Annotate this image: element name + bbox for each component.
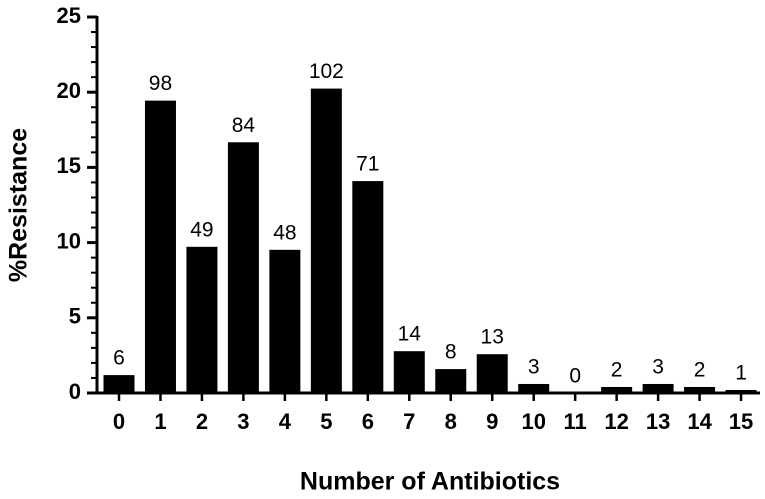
bar — [144, 100, 176, 393]
y-tick-label: 20 — [57, 78, 81, 103]
bar — [725, 389, 757, 393]
y-axis-title: %Resistance — [5, 128, 33, 282]
x-tick-label: 7 — [403, 409, 415, 434]
data-label: 8 — [445, 341, 457, 364]
bar — [642, 383, 674, 393]
bar — [186, 246, 218, 393]
x-tick-label: 12 — [604, 409, 628, 434]
bar — [601, 386, 633, 393]
data-label: 84 — [232, 114, 256, 137]
y-tick-label: 25 — [57, 3, 81, 28]
data-label: 2 — [694, 359, 706, 382]
x-tick-label: 13 — [646, 409, 670, 434]
bar — [476, 354, 508, 393]
bar — [435, 369, 467, 393]
x-tick-label: 11 — [564, 409, 587, 434]
bar — [352, 181, 384, 393]
y-tick-label: 10 — [57, 228, 81, 253]
data-label: 6 — [113, 347, 125, 370]
data-label: 3 — [652, 356, 664, 379]
y-tick-label: 15 — [57, 153, 81, 178]
x-tick-label: 2 — [196, 409, 208, 434]
bar — [518, 383, 550, 393]
x-tick-label: 1 — [154, 409, 166, 434]
x-axis-title: Number of Antibiotics — [300, 468, 560, 496]
x-tick-label: 3 — [237, 409, 249, 434]
data-label: 0 — [569, 365, 581, 388]
bar — [393, 351, 425, 393]
bar — [227, 142, 259, 393]
data-label: 98 — [149, 72, 172, 95]
data-label: 71 — [356, 153, 379, 176]
x-tick-label: 4 — [279, 409, 292, 434]
x-tick-label: 15 — [729, 409, 753, 434]
data-label: 49 — [190, 218, 213, 241]
bar — [103, 375, 135, 393]
data-label: 2 — [611, 359, 623, 382]
data-label: 1 — [735, 362, 747, 385]
data-label: 13 — [481, 326, 504, 349]
data-label: 102 — [309, 60, 344, 83]
x-tick-label: 14 — [687, 409, 712, 434]
y-tick-label: 5 — [69, 304, 81, 329]
bar — [310, 88, 342, 394]
bar — [684, 386, 716, 393]
data-label: 48 — [273, 221, 296, 244]
x-tick-label: 9 — [486, 409, 498, 434]
bar — [269, 249, 301, 393]
x-tick-label: 5 — [320, 409, 332, 434]
data-label: 14 — [398, 323, 422, 346]
x-tick-label: 8 — [445, 409, 457, 434]
x-tick-label: 10 — [521, 409, 545, 434]
x-tick-label: 6 — [362, 409, 374, 434]
data-label: 3 — [528, 356, 540, 379]
x-tick-label: 0 — [113, 409, 125, 434]
y-tick-label: 0 — [69, 379, 81, 404]
